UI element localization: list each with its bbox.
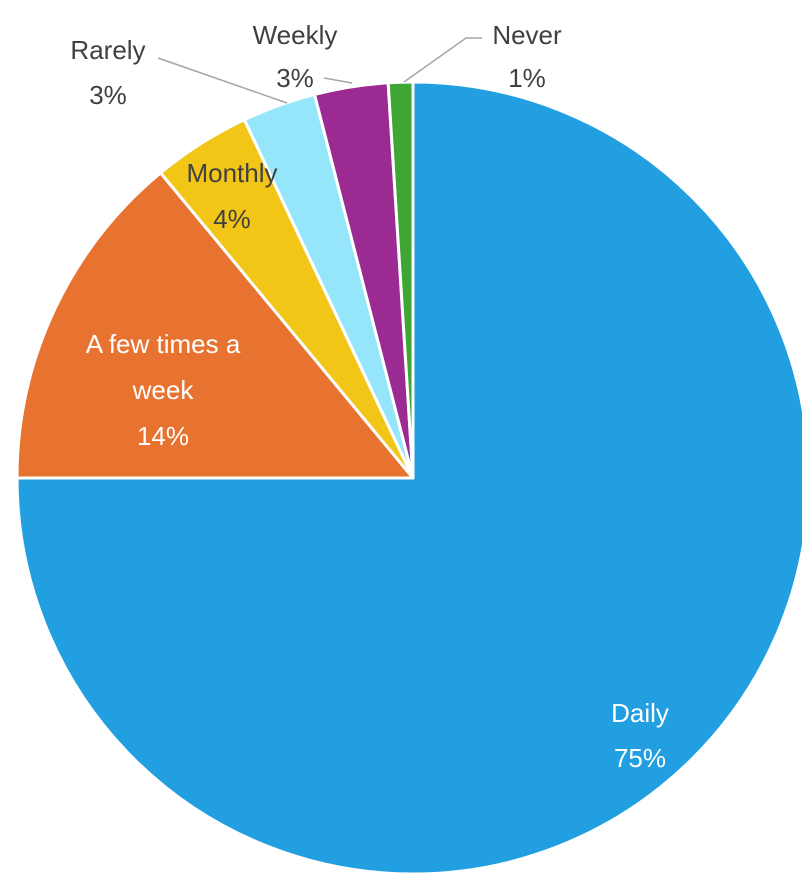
data-label-value-monthly: 4% <box>213 204 251 234</box>
data-label-value-never: 1% <box>508 63 546 93</box>
data-label-value-a-few-times-a-week: 14% <box>137 421 189 451</box>
leader-lines <box>157 37 482 104</box>
pie-slice-never <box>386 80 415 480</box>
data-label-category-rarely: Rarely <box>70 35 145 65</box>
data-label-value-rarely: 3% <box>89 80 127 110</box>
data-label-category-a-few-times-a-week: A few times a <box>86 329 241 359</box>
leader-line-weekly <box>323 77 353 84</box>
data-label-category-monthly: Monthly <box>186 158 277 188</box>
data-labels: Daily 75% A few times a week 14% Monthly 4% Rar… <box>70 20 668 773</box>
data-label-category-a-few-times-a-week: week <box>132 375 195 405</box>
data-label-never: Never 1% <box>492 20 562 93</box>
data-label-category-daily: Daily <box>611 698 669 728</box>
leader-line-rarely <box>157 57 288 104</box>
data-label-category-never: Never <box>492 20 562 50</box>
pie-slice-a-few-times-a-week <box>15 171 415 480</box>
pie-slices <box>15 80 802 876</box>
data-label-category-weekly: Weekly <box>253 20 338 50</box>
data-label-weekly: Weekly 3% <box>253 20 338 93</box>
pie-slice-daily <box>15 80 802 876</box>
data-label-a-few-times-a-week: A few times a week 14% <box>86 329 241 451</box>
data-label-value-weekly: 3% <box>276 63 314 93</box>
leader-line-never <box>403 37 482 83</box>
data-label-daily: Daily 75% <box>611 698 669 773</box>
data-label-value-daily: 75% <box>614 743 666 773</box>
data-label-rarely: Rarely 3% <box>70 35 145 110</box>
data-label-monthly: Monthly 4% <box>186 158 277 234</box>
